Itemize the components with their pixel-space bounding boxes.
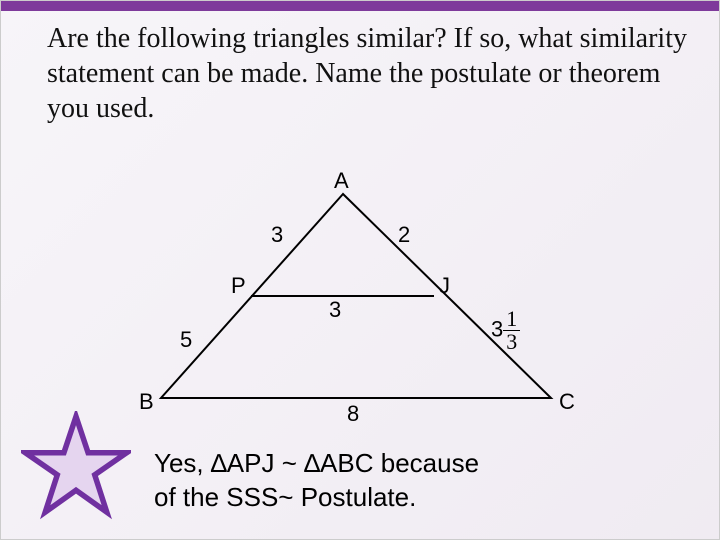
triangle-figure: A B C P J 3 2 3 5 8 313 xyxy=(121,176,591,436)
answer-line1: Yes, ∆APJ ~ ∆ABC because xyxy=(154,447,479,481)
jc-numerator: 1 xyxy=(503,308,520,331)
answer-similar-symbol: ~ xyxy=(274,448,304,478)
accent-top-bar xyxy=(1,1,719,11)
vertex-label-j: J xyxy=(439,273,450,299)
vertex-label-a: A xyxy=(334,168,349,194)
question-text: Are the following triangles similar? If … xyxy=(47,21,689,126)
jc-denominator: 3 xyxy=(503,331,520,353)
star-shape xyxy=(25,417,126,513)
answer-triangle2: ABC xyxy=(320,448,373,478)
answer-line2: of the SSS~ Postulate. xyxy=(154,481,479,515)
vertex-label-p: P xyxy=(231,273,246,299)
edge-label-pb: 5 xyxy=(180,327,192,353)
answer-triangle1: APJ xyxy=(227,448,275,478)
vertex-label-b: B xyxy=(139,389,154,415)
edge-label-pj: 3 xyxy=(329,297,341,323)
triangle-svg xyxy=(121,176,591,436)
edge-label-bc: 8 xyxy=(347,401,359,427)
answer-text: Yes, ∆APJ ~ ∆ABC because of the SSS~ Pos… xyxy=(154,447,479,515)
edge-label-jc: 313 xyxy=(491,308,520,353)
star-icon xyxy=(21,411,131,521)
vertex-label-c: C xyxy=(559,389,575,415)
answer-prefix: Yes, xyxy=(154,448,211,478)
edge-label-jc-fraction: 13 xyxy=(503,308,520,353)
edge-label-ap: 3 xyxy=(271,222,283,248)
edge-label-aj: 2 xyxy=(398,222,410,248)
answer-suffix: because xyxy=(374,448,480,478)
edge-label-jc-whole: 3 xyxy=(491,316,503,341)
